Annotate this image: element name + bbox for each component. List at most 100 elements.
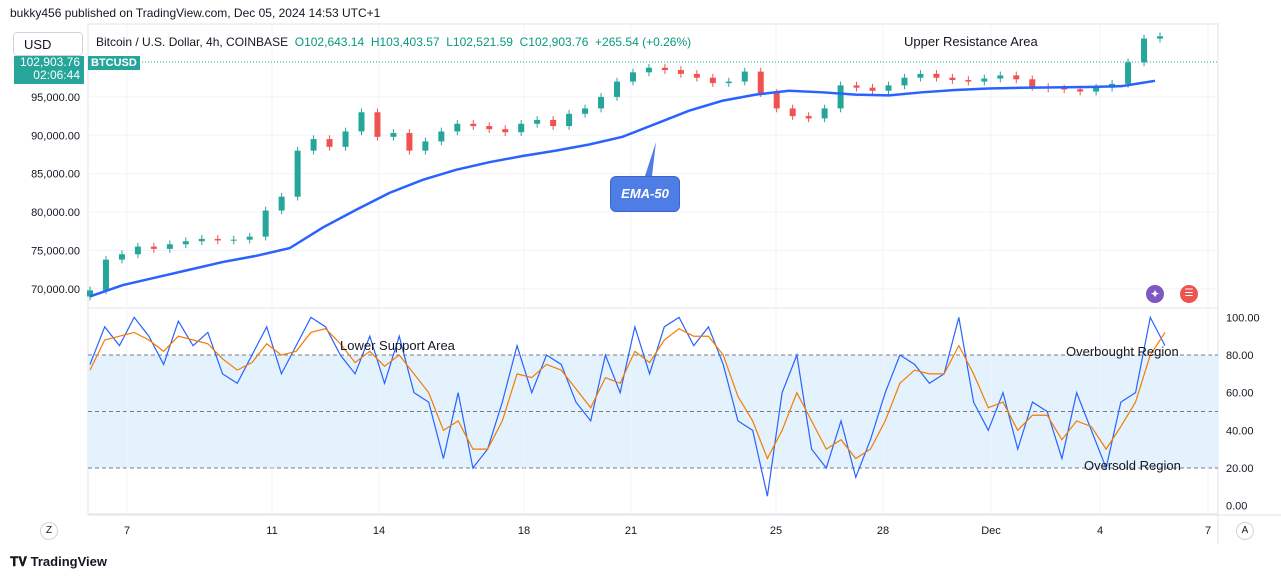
candle-body <box>981 78 988 82</box>
timezone-button[interactable]: Z <box>40 522 58 540</box>
candle-body <box>182 241 189 245</box>
candle-body <box>374 112 381 137</box>
last-price-tag: 102,903.76 02:06:44 <box>14 56 84 84</box>
stoch-tick-label: 0.00 <box>1226 501 1247 513</box>
stoch-tick-label: 60.00 <box>1226 388 1254 400</box>
candle-body <box>358 112 365 132</box>
candle-body <box>566 113 573 127</box>
stochastic-pane <box>89 315 1166 497</box>
candle-body <box>1013 75 1020 80</box>
candles <box>87 32 1163 301</box>
published-header: bukky456 published on TradingView.com, D… <box>10 6 381 20</box>
time-tick-label: 4 <box>1097 525 1103 537</box>
candle-body <box>661 67 668 71</box>
candle-body <box>709 77 716 84</box>
flag-icon[interactable]: ☰ <box>1180 285 1198 303</box>
candle-body <box>198 238 205 242</box>
candle-body <box>869 87 876 91</box>
candle-body <box>1093 87 1100 92</box>
candle-body <box>1029 79 1036 87</box>
candle-body <box>1125 62 1132 84</box>
candle-body <box>278 196 285 211</box>
tradingview-logo: 𝐓𝐕 TradingView <box>10 554 107 570</box>
candle-body <box>917 73 924 78</box>
candle-body <box>470 123 477 127</box>
candle-body <box>677 70 684 74</box>
stoch-tick-label: 80.00 <box>1226 350 1254 362</box>
candle-body <box>949 77 956 81</box>
ohlc-change: +265.54 (+0.26%) <box>595 35 692 49</box>
sparkle-icon[interactable]: ✦ <box>1146 285 1164 303</box>
currency-selector[interactable]: USD <box>13 32 83 56</box>
candle-body <box>118 254 125 260</box>
ohlc-close: C102,903.76 <box>519 35 589 49</box>
time-axis-labels: 7 11 14 18 21 25 28 Dec 4 7 <box>124 525 1211 537</box>
bar-countdown: 02:06:44 <box>33 68 80 82</box>
ema-50-callout: EMA-50 <box>610 176 680 212</box>
tradingview-logo-icon: 𝐓𝐕 <box>10 554 27 569</box>
candle-body <box>693 73 700 78</box>
ticker-tag: BTCUSD <box>88 56 140 70</box>
candle-body <box>582 108 589 114</box>
candle-body <box>645 67 652 73</box>
price-tick-label: 80,000.00 <box>31 207 80 219</box>
time-tick-label: 14 <box>373 525 385 537</box>
candle-body <box>166 244 173 249</box>
candle-body <box>821 108 828 119</box>
candle-body <box>486 126 493 130</box>
candle-body <box>550 119 557 127</box>
candle-body <box>1141 38 1148 63</box>
candle-body <box>262 210 269 237</box>
ohlc-low: L102,521.59 <box>446 35 513 49</box>
auto-scale-button[interactable]: A <box>1236 522 1254 540</box>
candle-body <box>885 85 892 91</box>
symbol-info: Bitcoin / U.S. Dollar, 4h, COINBASE O102… <box>96 35 691 49</box>
candle-body <box>87 290 93 297</box>
chart-canvas[interactable]: 70,000.00 75,000.00 80,000.00 85,000.00 90,0… <box>0 0 1281 544</box>
candle-body <box>1157 36 1163 39</box>
candle-body <box>422 141 429 151</box>
last-price-value: 102,903.76 <box>19 55 80 69</box>
ema-callout-pointer <box>645 142 656 176</box>
time-tick-label: 18 <box>518 525 530 537</box>
lower-support-label: Lower Support Area <box>340 338 455 353</box>
candle-body <box>789 108 796 117</box>
candle-body <box>518 123 525 133</box>
stoch-grid <box>88 354 1218 469</box>
symbol-name: Bitcoin / U.S. Dollar, 4h, COINBASE <box>96 35 289 49</box>
candle-body <box>534 119 541 124</box>
ohlc-open: O102,643.14 <box>294 35 365 49</box>
candle-body <box>246 236 253 240</box>
candle-body <box>629 72 636 82</box>
stoch-stoch_d-line <box>89 327 1166 460</box>
candle-body <box>933 73 940 78</box>
time-tick-label: 28 <box>877 525 889 537</box>
price-axis-labels: 70,000.00 75,000.00 80,000.00 85,000.00 90,0… <box>31 92 1260 513</box>
price-grid <box>88 96 1218 290</box>
candle-body <box>997 75 1004 79</box>
time-tick-label: 25 <box>770 525 782 537</box>
ohlc-high: H103,403.57 <box>370 35 440 49</box>
candle-body <box>901 77 908 86</box>
upper-resistance-label: Upper Resistance Area <box>904 34 1038 49</box>
time-tick-label: 7 <box>1205 525 1211 537</box>
candle-body <box>725 81 732 84</box>
candle-body <box>390 132 397 137</box>
candle-body <box>406 132 413 151</box>
candle-body <box>1077 89 1084 92</box>
overbought-label: Overbought Region <box>1066 344 1179 359</box>
candle-body <box>741 71 748 82</box>
candle-body <box>598 96 605 109</box>
time-tick-label: 11 <box>266 525 277 537</box>
candle-body <box>438 131 445 142</box>
candle-body <box>102 259 109 291</box>
price-tick-label: 75,000.00 <box>31 245 80 257</box>
candle-body <box>502 129 509 133</box>
stoch-stoch_k-line <box>89 315 1166 497</box>
candle-body <box>342 131 349 147</box>
candle-body <box>294 150 301 197</box>
candle-body <box>1061 88 1068 90</box>
oversold-label: Oversold Region <box>1084 458 1181 473</box>
stoch-tick-label: 20.00 <box>1226 463 1254 475</box>
ema-50-line <box>89 79 1156 298</box>
